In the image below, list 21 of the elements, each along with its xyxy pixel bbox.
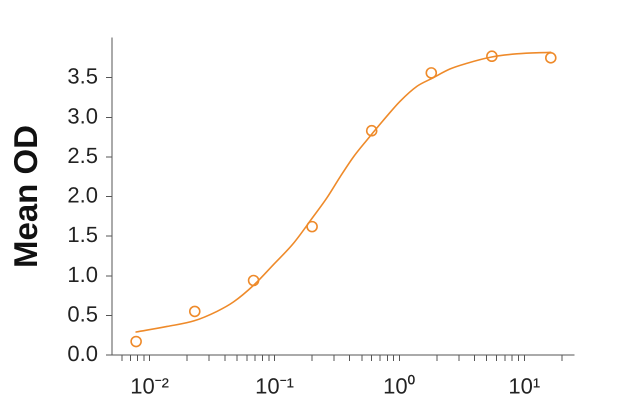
x-tick-label: 10⁻¹ [255, 373, 294, 398]
y-tick-label: 1.0 [67, 262, 98, 287]
x-tick-label: 10⁻² [130, 373, 169, 398]
y-tick-label: 0.5 [67, 301, 98, 326]
point [545, 52, 557, 64]
point [366, 124, 378, 137]
point [130, 336, 142, 348]
point [188, 306, 201, 318]
y-tick-label: 1.5 [67, 222, 98, 248]
x-tick-label: 10⁰ [383, 373, 416, 398]
y-tick-label: 3.0 [67, 103, 98, 128]
y-tick-label: 2.5 [67, 142, 98, 168]
y-tick-label: 2.0 [67, 182, 98, 208]
point [306, 220, 318, 232]
y-tick-label: 0.0 [67, 341, 98, 366]
y-axis-title: Mean OD [6, 124, 44, 268]
point [425, 67, 438, 79]
point [248, 274, 260, 286]
x-tick-label: 10¹ [508, 373, 540, 398]
y-tick-label: 3.5 [67, 64, 98, 89]
point [486, 50, 498, 62]
